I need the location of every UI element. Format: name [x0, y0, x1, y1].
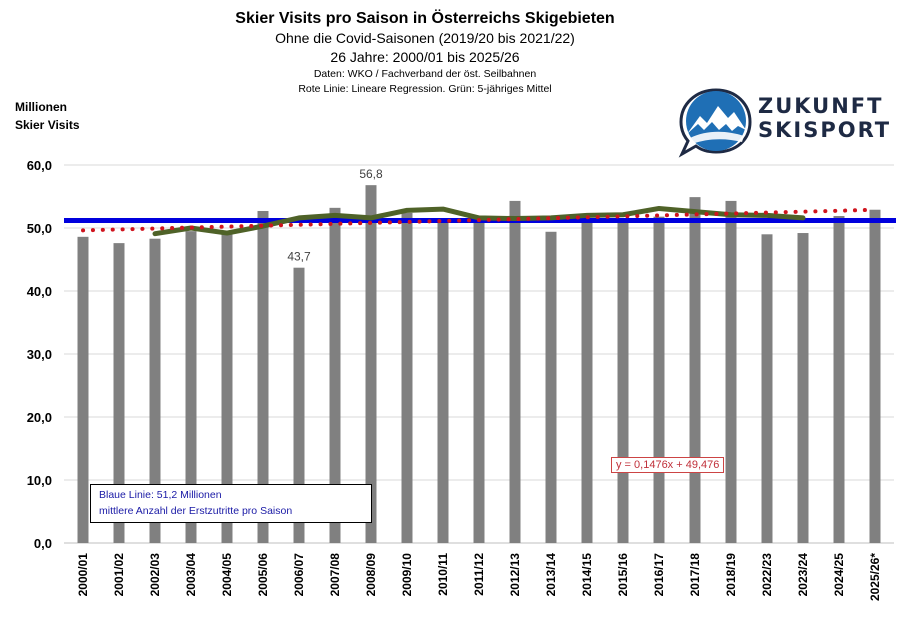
x-tick-label: 2022/23	[760, 553, 774, 597]
bars	[77, 185, 881, 544]
y-tick-label: 50,0	[27, 221, 52, 236]
x-tick-label: 2006/07	[292, 553, 306, 597]
x-tick-label: 2024/25	[832, 553, 846, 597]
mean-line-description: mittlere Anzahl der Erstzutritte pro Sai…	[99, 505, 293, 517]
chart-subtitle-years: 26 Jahre: 2000/01 bis 2025/26	[330, 49, 520, 65]
x-tick-label: 2016/17	[652, 553, 666, 597]
chart-titles: Skier Visits pro Saison in Österreichs S…	[0, 8, 850, 97]
bar	[257, 210, 269, 544]
chart-title: Skier Visits pro Saison in Österreichs S…	[235, 10, 615, 27]
y-axis-label-line1: Millionen	[15, 100, 67, 114]
x-tick-label: 2004/05	[220, 553, 234, 597]
y-tick-label: 20,0	[27, 410, 52, 425]
x-tick-label: 2015/16	[616, 553, 630, 597]
bar	[617, 218, 629, 544]
bar	[545, 231, 557, 543]
chart-legend-note: Rote Linie: Lineare Regression. Grün: 5-…	[298, 83, 552, 95]
x-tick-label: 2023/24	[796, 553, 810, 597]
regression-equation: y = 0,1476x + 49,476	[611, 457, 725, 473]
bar	[797, 233, 809, 544]
y-tick-label: 10,0	[27, 473, 52, 488]
mean-line-note: Blaue Linie: 51,2 Millionen mittlere Anz…	[90, 484, 372, 523]
x-tick-label: 2000/01	[76, 553, 90, 597]
bar	[437, 218, 449, 544]
x-tick-label: 2003/04	[184, 553, 198, 597]
bar	[473, 220, 485, 543]
bar	[833, 216, 845, 543]
bar	[761, 234, 773, 544]
y-tick-label: 40,0	[27, 284, 52, 299]
data-label: 56,8	[359, 167, 383, 181]
x-tick-label: 2009/10	[400, 553, 414, 597]
bar	[221, 234, 233, 544]
x-axis-ticks: 2000/01 2001/02 2002/03 2003/04 2004/05 2005/…	[76, 553, 882, 601]
x-tick-label: 2018/19	[724, 553, 738, 597]
x-tick-label: 2012/13	[508, 553, 522, 597]
bar	[653, 216, 665, 543]
chart-source: Daten: WKO / Fachverband der öst. Seilba…	[313, 68, 537, 80]
x-tick-label: 2007/08	[328, 553, 342, 597]
x-tick-label: 2013/14	[544, 553, 558, 597]
bar	[509, 200, 521, 543]
bar	[185, 231, 197, 543]
x-tick-label: 2025/26*	[868, 553, 882, 601]
x-tick-label: 2017/18	[688, 553, 702, 597]
chart-subtitle-covid: Ohne die Covid-Saisonen (2019/20 bis 202…	[275, 30, 575, 46]
bar	[725, 200, 737, 543]
mountain-speech-bubble-icon	[678, 88, 752, 158]
bar	[293, 267, 305, 543]
y-tick-label: 30,0	[27, 347, 52, 362]
bar	[149, 238, 161, 543]
y-tick-label: 60,0	[27, 158, 52, 173]
bar	[329, 207, 341, 543]
x-tick-label: 2008/09	[364, 553, 378, 597]
data-label: 43,7	[287, 250, 311, 264]
x-tick-label: 2011/12	[472, 553, 486, 596]
x-tick-label: 2014/15	[580, 553, 594, 597]
y-axis-ticks: 0,0 10,0 20,0 30,0 40,0 50,0 60,0	[27, 158, 52, 551]
bar	[77, 236, 89, 543]
zukunft-skisport-logo: ZUKUNFT SKISPORT	[676, 86, 896, 158]
data-labels: 43,7 56,8	[287, 167, 383, 264]
series-lines	[64, 205, 896, 237]
bar	[401, 212, 413, 543]
logo-text: ZUKUNFT SKISPORT	[758, 94, 892, 142]
bar	[869, 209, 881, 544]
mean-line-label: Blaue Linie: 51,2 Millionen	[99, 489, 222, 501]
bar	[113, 243, 125, 543]
x-tick-label: 2001/02	[112, 553, 126, 597]
x-tick-label: 2010/11	[436, 553, 450, 596]
y-axis-label-line2: Skier Visits	[15, 118, 80, 132]
x-tick-label: 2005/06	[256, 553, 270, 597]
y-axis-label: Millionen Skier Visits	[15, 98, 80, 134]
x-tick-label: 2002/03	[148, 553, 162, 597]
bar	[365, 185, 377, 543]
bar	[581, 218, 593, 544]
bar	[689, 197, 701, 543]
y-tick-label: 0,0	[34, 536, 52, 551]
